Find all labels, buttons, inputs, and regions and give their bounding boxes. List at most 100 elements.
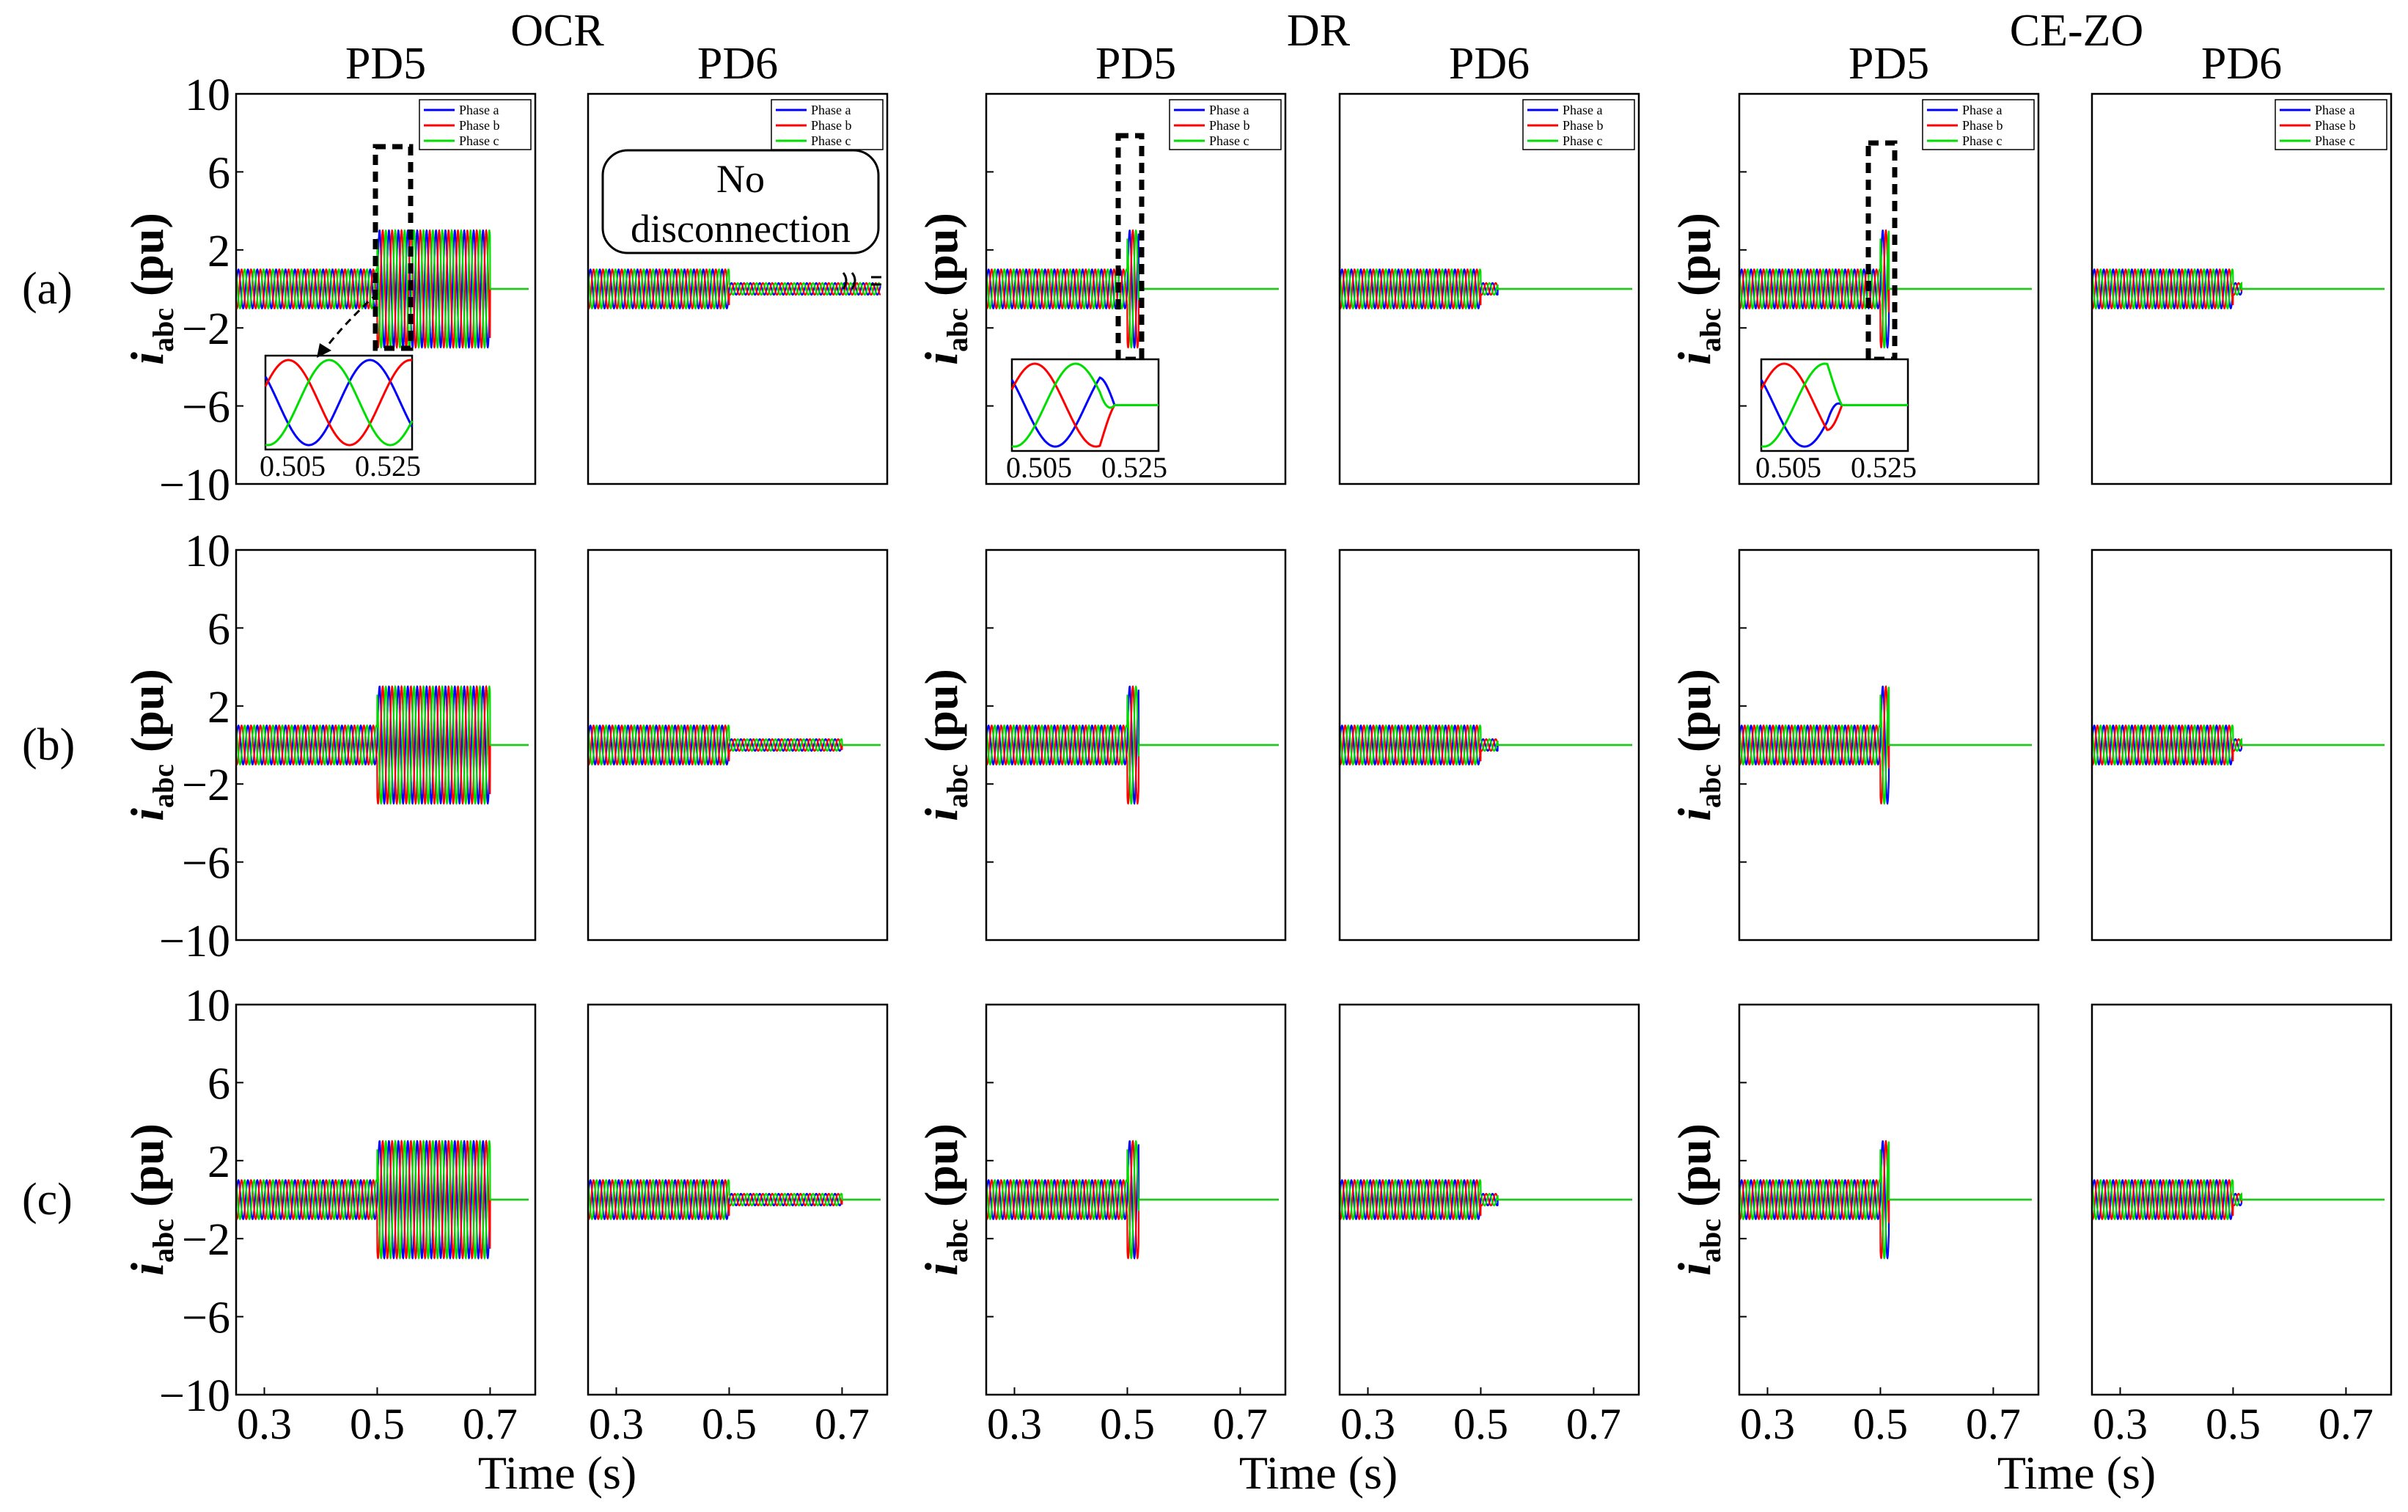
y-tick-label: 2 <box>208 227 230 276</box>
inset-tick-label: 0.505 <box>260 449 326 482</box>
y-tick-label: 10 <box>185 526 230 576</box>
axes-frame <box>2091 92 2393 485</box>
inset-line-phase-b <box>264 359 413 447</box>
zoom-inset: 0.505 0.525 <box>260 144 421 482</box>
panel-title: PD6 <box>2201 39 2282 89</box>
series-line-phase-c <box>1340 724 1632 766</box>
legend-entry: Phase c <box>1209 133 1249 148</box>
legend-entry: Phase a <box>459 103 499 117</box>
legend-entry: Phase b <box>1209 118 1250 133</box>
legend-entry: Phase a <box>2315 103 2354 117</box>
axis-break-mark <box>842 272 881 290</box>
series-line-phase-c <box>986 230 1279 349</box>
y-axis-label: iabc (pu) <box>1668 213 1727 365</box>
annotation-line-1: No <box>716 157 765 201</box>
x-tick-label: 0.3 <box>987 1400 1042 1448</box>
legend-entry: Phase a <box>1209 103 1249 117</box>
y-tick-label: −10 <box>159 917 230 966</box>
y-axis-label: iabc (pu) <box>1668 1123 1727 1276</box>
panel-title: PD5 <box>345 39 426 89</box>
series-line-phase-c <box>1340 1179 1632 1220</box>
chart-panel <box>587 548 889 942</box>
group-title: DR <box>1287 6 1351 56</box>
group-title: OCR <box>510 6 604 56</box>
legend-entry: Phase b <box>1563 118 1604 133</box>
chart-panel: 0.3 0.5 0.7 <box>2091 1003 2393 1448</box>
group-title: CE-ZO <box>2010 6 2144 56</box>
legend-entry: Phase b <box>1962 118 2003 133</box>
x-axis-label: Time (s) <box>478 1447 636 1499</box>
y-tick-label: 2 <box>208 683 230 733</box>
legend-entry: Phase c <box>2315 133 2354 148</box>
series-line-phase-c <box>588 1179 881 1220</box>
y-tick-label: 10 <box>185 981 230 1031</box>
zoom-box <box>372 144 414 351</box>
inset-line-phase-c <box>265 359 414 447</box>
row-label: (c) <box>22 1175 73 1225</box>
legend-entry: Phase b <box>2315 118 2356 133</box>
series-line-phase-c <box>588 268 881 309</box>
x-tick-label: 0.7 <box>1213 1400 1268 1448</box>
y-tick-label: 6 <box>208 1059 230 1109</box>
annotation-line-2: disconnection <box>631 207 851 251</box>
x-axis-label: Time (s) <box>1997 1447 2156 1499</box>
series-line-phase-c <box>1739 686 2032 805</box>
y-axis-label: iabc (pu) <box>121 669 180 821</box>
y-tick-label: −2 <box>182 1215 230 1265</box>
inset-line-phase-c <box>1761 362 1908 448</box>
x-axis-label: Time (s) <box>1239 1447 1398 1499</box>
chart-panel: 0.3 0.5 0.7 <box>587 1003 889 1448</box>
axes-frame <box>587 92 889 485</box>
legend-entry: Phase c <box>811 133 851 148</box>
series-line-phase-b <box>588 268 881 309</box>
inset-tick-label: 0.525 <box>1101 451 1167 484</box>
y-axis-label: iabc (pu) <box>915 1123 974 1276</box>
series-line-phase-c <box>588 724 881 766</box>
panel-title: PD5 <box>1849 39 1929 89</box>
y-tick-label: −6 <box>182 1293 230 1343</box>
panel-title: PD6 <box>1449 39 1530 89</box>
series-line-phase-c <box>986 1140 1279 1260</box>
axes-frame <box>2091 1003 2393 1396</box>
y-tick-label: −2 <box>182 760 230 810</box>
inset-tick-label: 0.505 <box>1755 451 1821 484</box>
y-tick-label: −10 <box>159 460 230 510</box>
x-tick-label: 0.5 <box>1100 1400 1155 1448</box>
legend-entry: Phase b <box>459 118 500 133</box>
y-axis-label: iabc (pu) <box>121 1123 180 1276</box>
x-tick-label: 0.3 <box>589 1400 644 1448</box>
inset-tick-label: 0.525 <box>355 449 421 482</box>
series-line-phase-b <box>236 685 529 805</box>
x-tick-label: 0.3 <box>237 1400 292 1448</box>
zoom-inset: 0.505 0.525 <box>1755 140 1917 484</box>
axes-frame <box>985 92 1287 485</box>
legend-entry: Phase a <box>1563 103 1602 117</box>
chart-panel: 10 6 2 −2 −6 −100.3 0.5 0.7 iabc (pu) <box>121 981 537 1448</box>
x-tick-label: 0.5 <box>702 1400 757 1448</box>
x-tick-label: 0.5 <box>1853 1400 1908 1448</box>
inset-tick-label: 0.505 <box>1006 451 1072 484</box>
y-tick-label: 6 <box>208 604 230 654</box>
axes-frame <box>235 1003 537 1396</box>
x-tick-label: 0.3 <box>1340 1400 1395 1448</box>
legend-entry: Phase a <box>811 103 851 117</box>
inset-line-phase-a <box>264 359 414 447</box>
x-tick-label: 0.3 <box>2093 1400 2148 1448</box>
axes-frame <box>587 1003 889 1396</box>
series-line-phase-c <box>1340 268 1632 309</box>
legend-entry: Phase c <box>1962 133 2002 148</box>
x-tick-label: 0.7 <box>1566 1400 1621 1448</box>
x-tick-label: 0.7 <box>463 1400 518 1448</box>
series-line-phase-c <box>236 1139 529 1260</box>
legend-entry: Phase b <box>811 118 852 133</box>
y-tick-label: 6 <box>208 148 230 198</box>
series-line-phase-c <box>986 686 1279 805</box>
axes-frame <box>1338 548 1640 942</box>
